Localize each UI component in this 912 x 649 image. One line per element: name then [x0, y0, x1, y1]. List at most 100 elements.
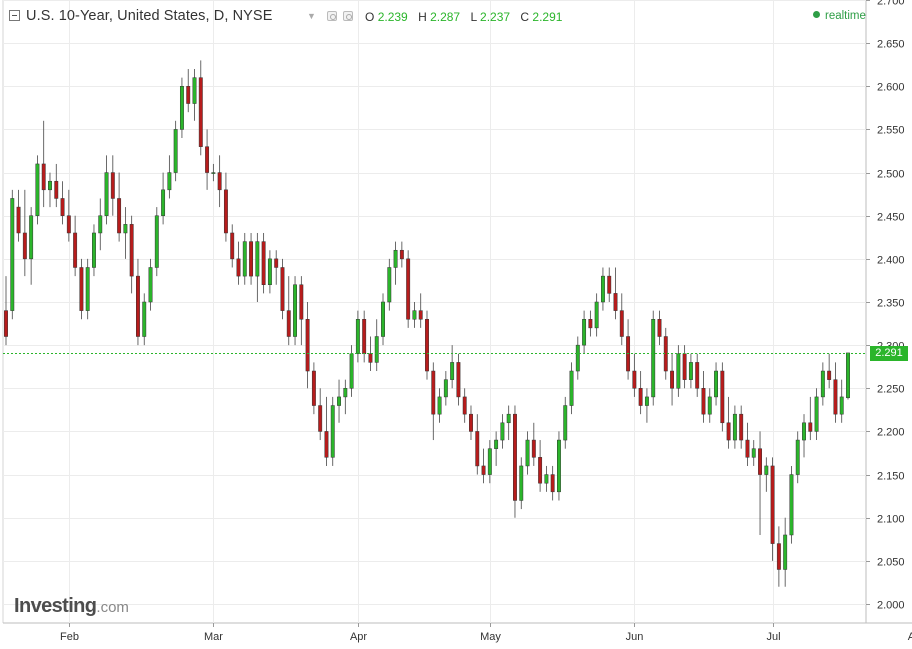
candle — [355, 310, 360, 363]
candle-body — [236, 258, 241, 277]
candle — [632, 353, 637, 397]
candle-body — [827, 370, 832, 380]
candle — [557, 431, 561, 501]
candle-body — [230, 232, 235, 260]
candle-body — [368, 353, 373, 363]
candle-body — [41, 163, 46, 191]
candle — [808, 396, 813, 441]
candle — [525, 431, 530, 475]
candle — [626, 319, 631, 380]
candle — [387, 258, 392, 311]
settings-icon[interactable] — [343, 11, 353, 21]
y-tick-label: 2.650 — [877, 39, 905, 51]
candle — [531, 422, 536, 466]
candle-body — [255, 241, 260, 277]
candle-body — [399, 249, 404, 260]
candle — [10, 189, 15, 320]
symbol-title[interactable]: U.S. 10-Year, United States, D, NYSE — [26, 8, 273, 24]
candle — [688, 353, 693, 389]
candle-body — [293, 284, 297, 337]
candle — [318, 388, 323, 441]
low-value: 2.237 — [480, 10, 511, 24]
candle — [600, 267, 605, 311]
candle-body — [695, 362, 700, 389]
candle — [795, 431, 800, 484]
candle-body — [48, 180, 52, 191]
candle — [98, 198, 103, 251]
candle-body — [217, 172, 222, 191]
candle-body — [92, 232, 96, 268]
candle — [607, 267, 612, 302]
candle-body — [29, 215, 34, 260]
candle-body — [431, 370, 436, 415]
candle — [299, 276, 304, 346]
candle — [186, 69, 191, 113]
candle — [60, 181, 65, 225]
candle — [286, 276, 291, 346]
candle-body — [714, 370, 718, 398]
candle-body — [110, 172, 115, 199]
candle-body — [726, 422, 731, 441]
candle-body — [305, 319, 310, 372]
candle — [789, 465, 794, 544]
candle-body — [179, 86, 184, 130]
y-tick-label: 2.000 — [877, 600, 905, 612]
candle-body — [98, 215, 103, 234]
candle-body — [167, 172, 172, 191]
x-tick-label: Apr — [350, 631, 367, 643]
candle — [35, 155, 40, 225]
candle — [167, 155, 172, 199]
candle-body — [513, 413, 517, 501]
candle-body — [544, 474, 549, 484]
high-label: H — [418, 10, 427, 24]
candle-body — [557, 439, 561, 493]
candle — [833, 362, 838, 423]
x-tick-label: Mar — [204, 631, 223, 643]
chevron-down-icon[interactable]: ▼ — [307, 11, 316, 21]
candle-body — [286, 310, 291, 337]
high-value: 2.287 — [430, 10, 461, 24]
candle-body — [594, 301, 599, 329]
candle-body — [538, 457, 543, 484]
candle-body — [343, 388, 348, 398]
candle — [104, 155, 109, 225]
y-tick-label: 2.250 — [877, 384, 905, 396]
candle-body — [16, 206, 21, 234]
y-tick-label: 2.150 — [877, 471, 905, 483]
candle — [161, 172, 166, 225]
candle-body — [588, 319, 593, 329]
eye-icon[interactable] — [327, 11, 337, 21]
candle-body — [60, 198, 65, 216]
candle — [29, 207, 34, 285]
candle — [575, 336, 580, 380]
candle-body — [362, 319, 367, 355]
candle — [324, 396, 329, 466]
y-tick-label: 2.550 — [877, 125, 905, 137]
realtime-indicator: realtime — [813, 10, 866, 22]
candle — [305, 302, 310, 389]
y-axis: 2.0002.0502.1002.1502.2002.2502.3002.350… — [866, 0, 905, 612]
candle — [343, 379, 348, 415]
candle — [4, 276, 8, 346]
realtime-label: realtime — [825, 10, 866, 22]
candle — [330, 396, 335, 466]
candle-body — [299, 284, 304, 320]
candle-body — [186, 86, 191, 104]
candle-body — [613, 293, 618, 311]
candle-body — [500, 422, 505, 441]
x-tick-label: May — [480, 631, 501, 643]
candle-body — [644, 396, 649, 406]
open-value: 2.239 — [377, 10, 408, 24]
candle — [563, 396, 568, 449]
candle-body — [142, 301, 147, 337]
x-axis-ticks: FebMarAprMayJunJulAugSepOct — [60, 623, 912, 643]
candle-body — [732, 413, 737, 441]
investing-logo: Investing.com — [14, 595, 129, 618]
candle-body — [148, 267, 153, 303]
candle — [670, 353, 675, 406]
candle-body — [85, 267, 90, 311]
x-tick-label: Feb — [60, 631, 79, 643]
candle-body — [783, 534, 788, 570]
collapse-legend-button[interactable] — [9, 10, 20, 21]
